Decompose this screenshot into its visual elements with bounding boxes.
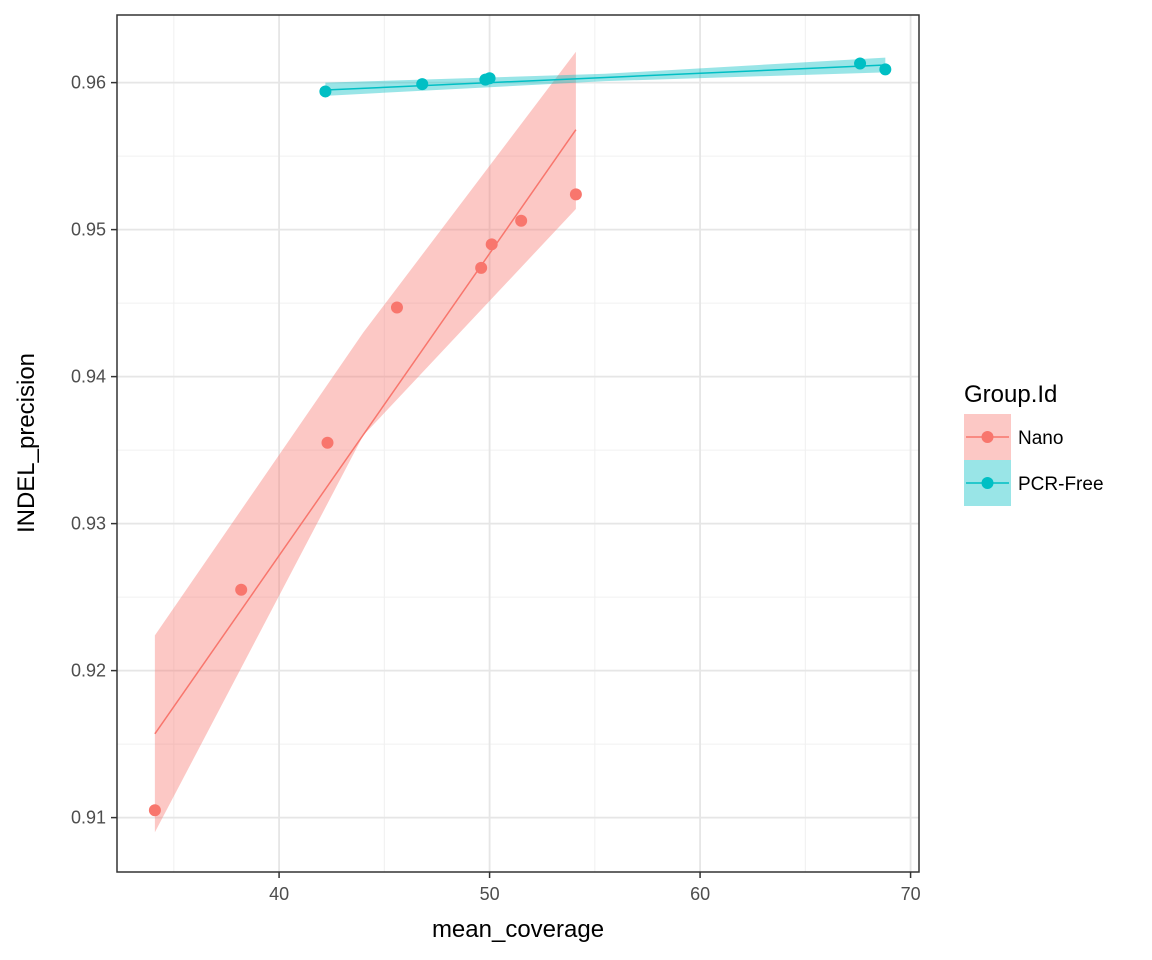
pcr-free-point [416, 78, 429, 91]
nano-point [569, 188, 582, 201]
data-points [148, 57, 892, 817]
y-tick-label: 0.96 [71, 73, 106, 93]
nano-confidence-ribbon [154, 51, 576, 833]
y-tick-label: 0.91 [71, 808, 106, 828]
nano-fit-line [154, 129, 577, 735]
y-tick-label: 0.93 [71, 514, 106, 534]
nano-point [321, 436, 334, 449]
pcr-free-point [854, 57, 867, 70]
nano-point [235, 583, 248, 596]
x-axis-ticks: 40 50 60 70 [269, 872, 921, 904]
nano-point [390, 301, 403, 314]
y-tick-label: 0.94 [71, 367, 106, 387]
y-axis-title: INDEL_precision [13, 353, 40, 533]
nano-point [148, 804, 161, 817]
nano-point [515, 214, 528, 227]
y-axis-ticks: 0.91 0.92 0.93 0.94 0.95 0.96 [71, 73, 117, 828]
nano-point [475, 261, 488, 274]
legend-items: Nano PCR-Free [964, 414, 1104, 506]
nano-point [485, 238, 498, 251]
legend: Group.Id Nano PCR-Free [964, 381, 1104, 506]
pcr-free-point [483, 72, 496, 85]
legend-label-pcr-free: PCR-Free [1018, 474, 1104, 495]
legend-key-point-pcr-free [981, 477, 994, 489]
pcr-free-point [879, 63, 892, 76]
x-tick-label: 50 [480, 884, 500, 904]
legend-label-nano: Nano [1018, 428, 1063, 449]
legend-key-point-nano [981, 431, 994, 443]
panel-border [116, 14, 920, 873]
major-grid [117, 15, 919, 872]
y-tick-label: 0.95 [71, 220, 106, 240]
panel-background [117, 15, 919, 872]
x-tick-label: 60 [690, 884, 710, 904]
pcr-free-point [319, 85, 332, 98]
x-tick-label: 70 [901, 884, 921, 904]
x-axis-title: mean_coverage [432, 916, 604, 943]
y-tick-label: 0.92 [71, 661, 106, 681]
minor-grid [117, 15, 919, 872]
legend-title: Group.Id [964, 381, 1057, 408]
x-tick-label: 40 [269, 884, 289, 904]
